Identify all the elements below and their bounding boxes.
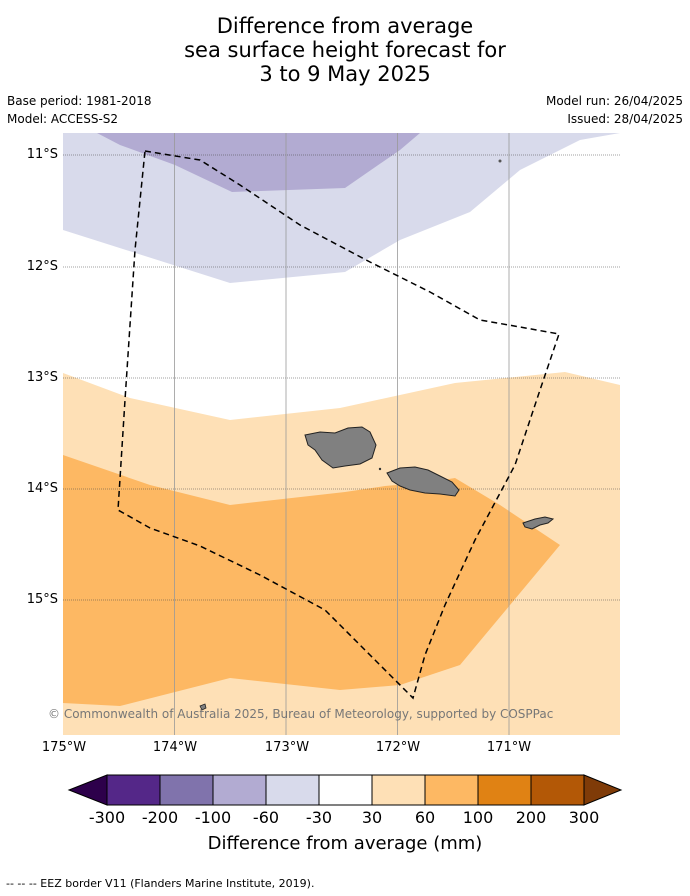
lon-label-171w: 171°W xyxy=(486,740,532,755)
model-run-date: Model run: 26/04/2025 xyxy=(545,94,683,108)
contour-60-to-100 xyxy=(63,455,560,706)
lat-label-12s: 12°S xyxy=(26,259,58,274)
eez-legend: -- -- -- EEZ border V11 (Flanders Marine… xyxy=(6,877,315,890)
colorbar-tick: -200 xyxy=(141,808,179,827)
colorbar-tick: 100 xyxy=(462,808,494,827)
small-islet xyxy=(378,467,382,471)
small-islet-3 xyxy=(199,703,207,711)
tutuila-island xyxy=(522,516,555,530)
contour-minus-100-to-minus-60 xyxy=(97,133,420,192)
graticule xyxy=(63,154,620,601)
model-name: Model: ACCESS-S2 xyxy=(7,112,119,126)
colorbar-title: Difference from average (mm) xyxy=(207,833,483,854)
lon-label-174w: 174°W xyxy=(152,740,198,755)
small-islet-2 xyxy=(498,159,502,163)
copyright-notice: © Commonwealth of Australia 2025, Bureau… xyxy=(48,707,554,721)
colorbar-tick: 30 xyxy=(361,808,383,827)
map-title: Difference from average sea surface heig… xyxy=(0,14,690,86)
colorbar-tick: 300 xyxy=(568,808,600,827)
title-line-3: 3 to 9 May 2025 xyxy=(259,62,431,86)
savaii-island xyxy=(304,426,377,469)
lon-label-172w: 172°W xyxy=(375,740,421,755)
issued-date: Issued: 28/04/2025 xyxy=(567,112,683,126)
title-line-1: Difference from average xyxy=(216,14,474,38)
lat-label-14s: 14°S xyxy=(26,481,58,496)
colorbar-tick: 60 xyxy=(414,808,436,827)
colorbar-tick: -60 xyxy=(252,808,280,827)
title-line-2: sea surface height forecast for xyxy=(184,38,506,62)
lat-label-13s: 13°S xyxy=(26,370,58,385)
lon-label-173w: 173°W xyxy=(264,740,310,755)
colorbar-tick: -100 xyxy=(194,808,232,827)
lat-label-11s: 11°S xyxy=(26,147,58,162)
colorbar-tick: -300 xyxy=(88,808,126,827)
colorbar-tick: -30 xyxy=(305,808,333,827)
colorbar-tick: 200 xyxy=(515,808,547,827)
meridians xyxy=(174,133,510,735)
base-period: Base period: 1981-2018 xyxy=(7,94,152,108)
upolu-island xyxy=(386,466,460,497)
lon-label-175w: 175°W xyxy=(41,740,87,755)
lat-label-15s: 15°S xyxy=(26,592,58,607)
eez-border xyxy=(117,150,560,700)
